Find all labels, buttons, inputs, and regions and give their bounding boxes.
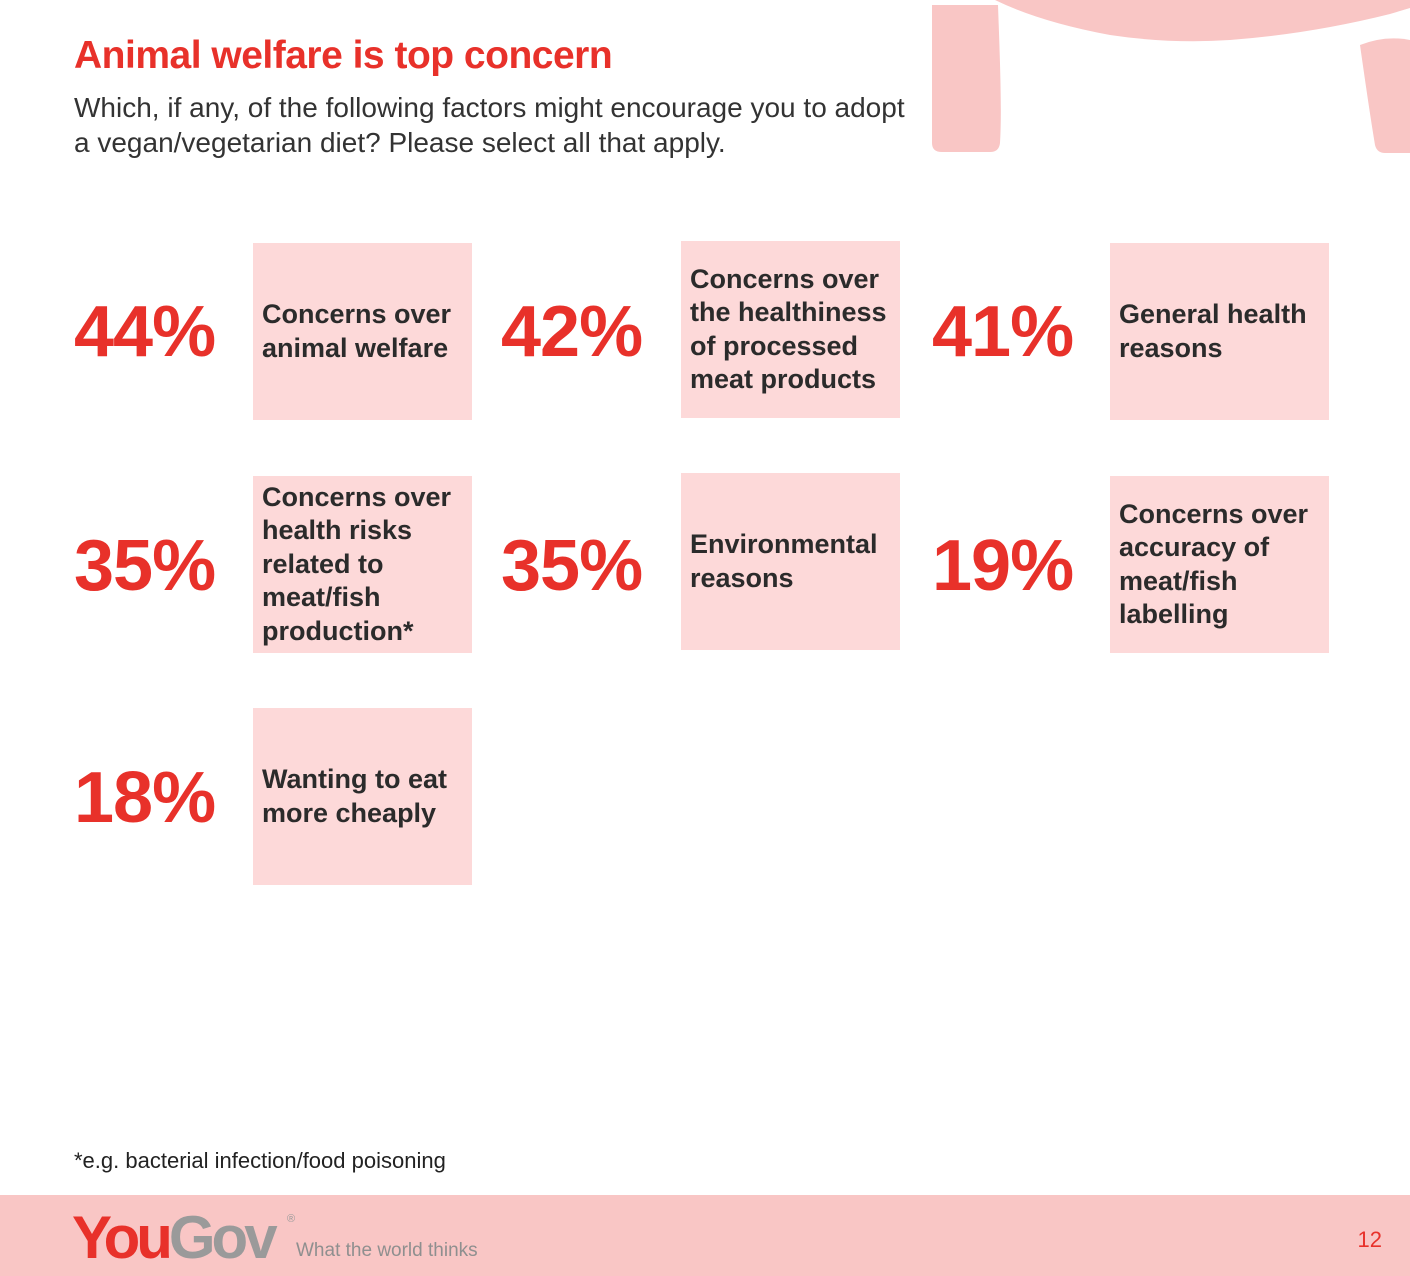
page-title: Animal welfare is top concern [74,34,613,77]
stat-label-box: Concerns over accuracy of meat/fish labe… [1110,476,1329,653]
stat-label: Concerns over accuracy of meat/fish labe… [1119,498,1309,630]
pig-decoration [932,0,1410,154]
tagline: What the world thinks [296,1240,478,1261]
stat-label: Wanting to eat more cheaply [262,764,447,828]
stat-percent: 35% [501,526,643,606]
footer-bar: YouGov ® What the world thinks 12 [0,1195,1410,1276]
stat-percent: 41% [932,292,1074,372]
page-subtitle: Which, if any, of the following factors … [74,92,905,158]
stat-percent: 19% [932,526,1074,606]
stat-label-box: Concerns over the healthiness of process… [681,241,900,418]
stat-label-box: Concerns over animal welfare [253,243,472,420]
stat-label-box: General health reasons [1110,243,1329,420]
stat-percent: 44% [74,292,216,372]
page-number: 12 [1357,1227,1382,1252]
logo-gov: Gov [168,1204,278,1271]
stat-label: Concerns over health risks related to me… [262,481,452,646]
stat-label: General health reasons [1119,299,1307,363]
stat-label-box: Wanting to eat more cheaply [253,708,472,885]
stat-label-box: Concerns over health risks related to me… [253,476,472,653]
yougov-logo: YouGov [72,1203,278,1272]
registered-mark: ® [287,1213,296,1225]
stat-label: Concerns over animal welfare [262,299,452,363]
stat-label: Concerns over the healthiness of process… [690,263,887,395]
footnote: *e.g. bacterial infection/food poisoning [74,1148,446,1173]
logo-you: You [72,1204,173,1271]
stat-percent: 18% [74,758,216,838]
stat-percent: 42% [501,292,643,372]
stat-label-box: Environmental reasons [681,473,900,650]
stat-label: Environmental reasons [690,529,878,593]
stat-percent: 35% [74,526,216,606]
